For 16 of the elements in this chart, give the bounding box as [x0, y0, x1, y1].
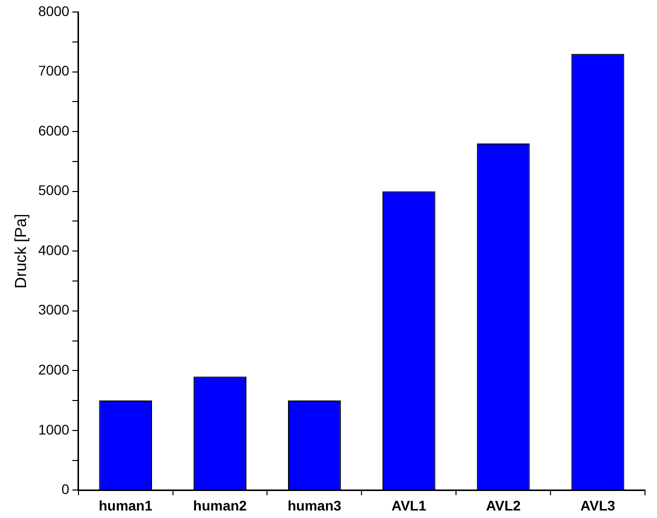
y-tick-label: 0 — [62, 481, 70, 498]
y-tick-label: 7000 — [38, 62, 70, 79]
y-tick-label: 6000 — [38, 122, 70, 138]
x-tick-label: human3 — [288, 497, 342, 514]
x-tick-label: human2 — [193, 497, 248, 514]
x-tick-label: AVL1 — [392, 497, 426, 514]
y-tick-label: 5000 — [38, 182, 70, 198]
y-tick-label: 4000 — [38, 242, 70, 258]
y-tick-label: 3000 — [38, 302, 70, 318]
y-tick-label: 8000 — [38, 2, 70, 19]
y-tick-label: 1000 — [38, 421, 70, 438]
x-tick-label: AVL3 — [580, 497, 616, 514]
y-axis-title: Druck [Pa] — [13, 214, 30, 288]
x-tick-label: AVL2 — [486, 497, 521, 514]
y-tick-label: 2000 — [38, 362, 70, 378]
x-tick-label: human1 — [98, 497, 153, 514]
